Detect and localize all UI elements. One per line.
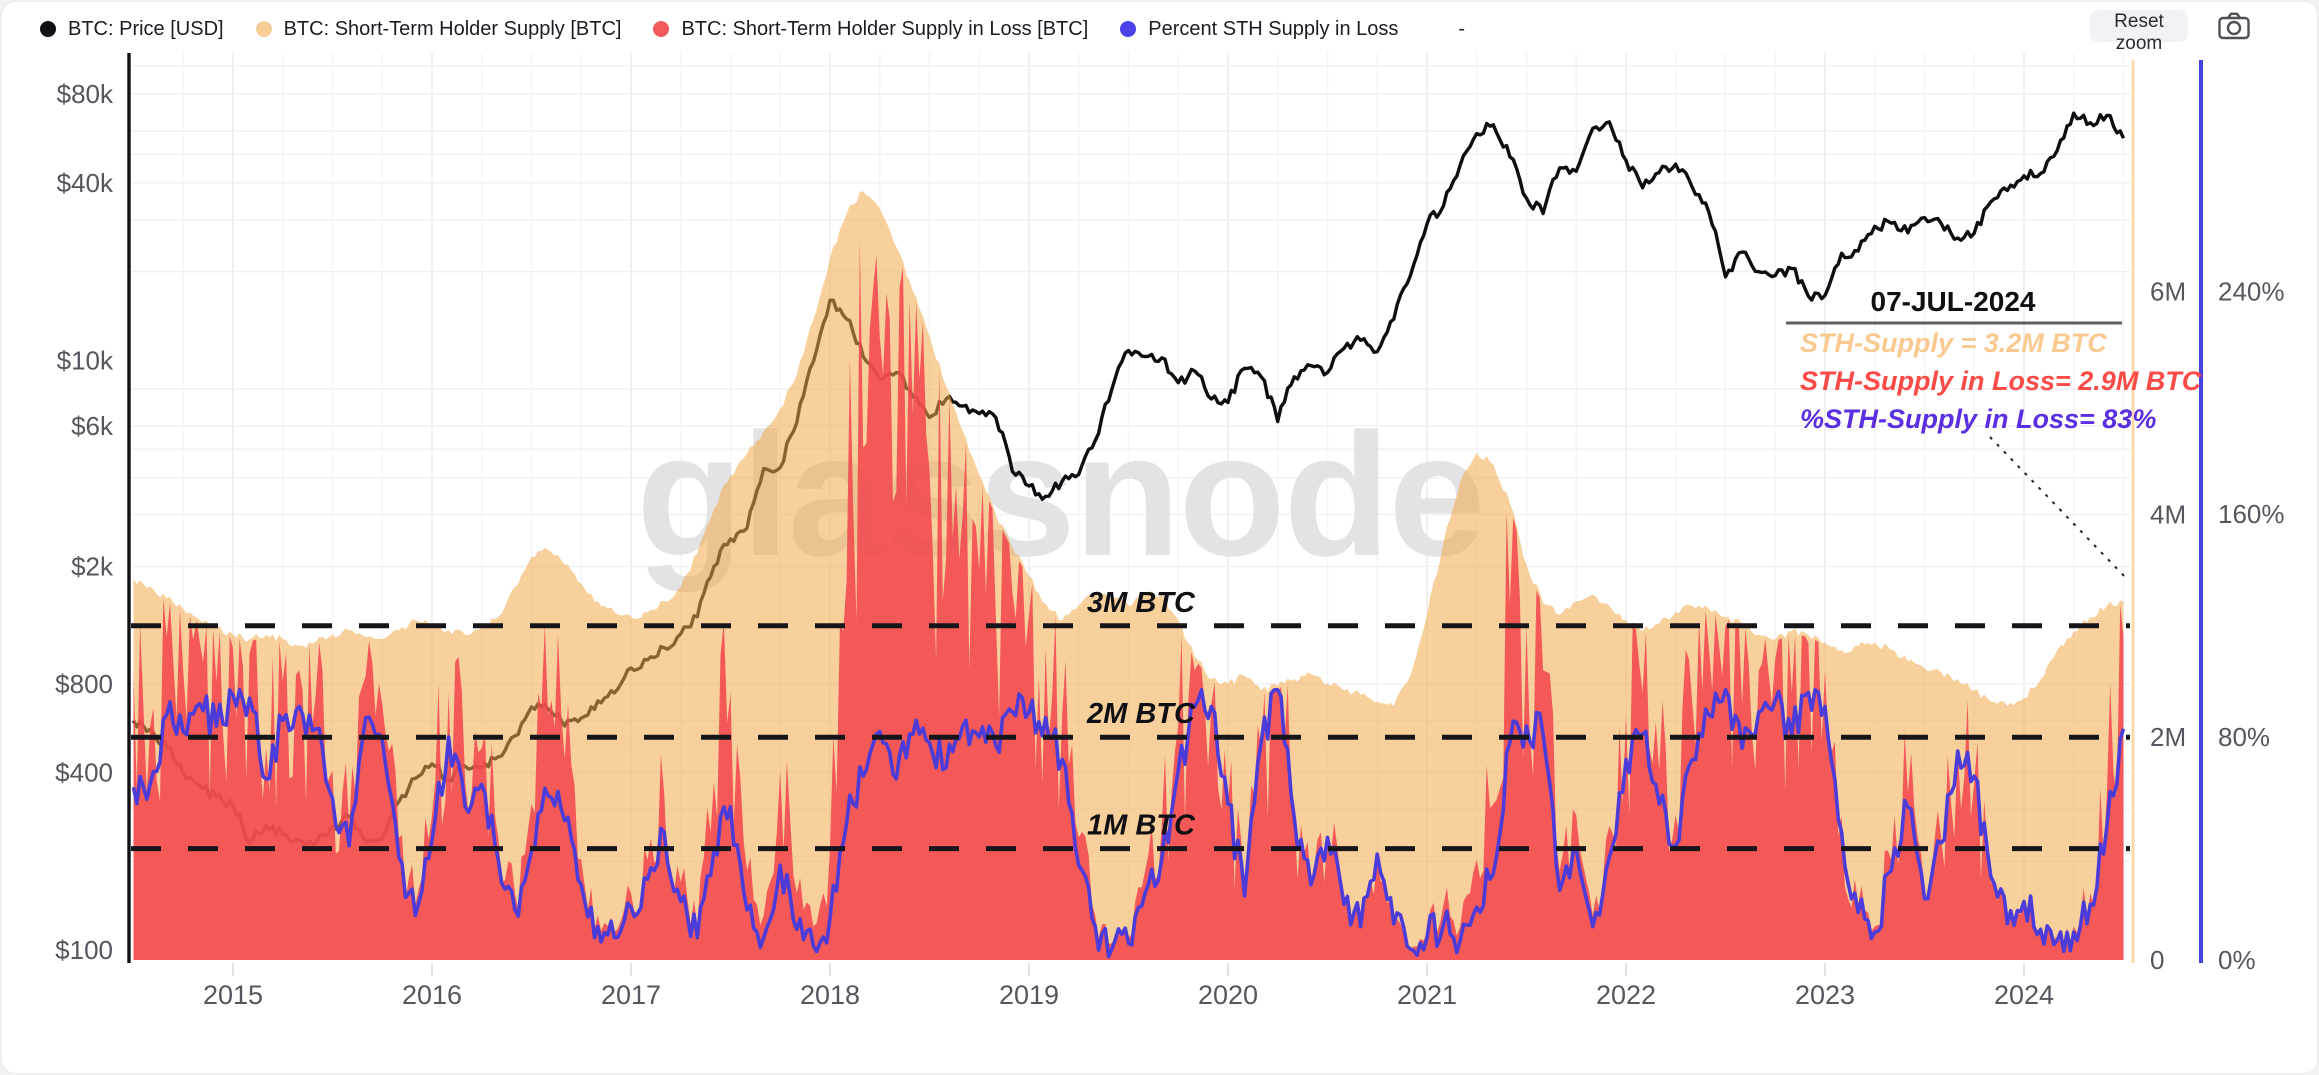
reset-zoom-button[interactable]: Reset zoom — [2090, 10, 2188, 54]
legend-dot-icon — [255, 21, 272, 37]
price-tick-label: $6k — [71, 411, 114, 441]
ref-line-label: 2M BTC — [1086, 698, 1196, 730]
annotation-pointer-line — [1989, 436, 2127, 579]
year-tick-label: 2021 — [1397, 980, 1457, 1010]
price-tick-label: $40k — [57, 168, 114, 198]
legend-dot-icon — [1120, 21, 1137, 37]
camera-export-button[interactable] — [2216, 11, 2252, 43]
price-tick-label: $800 — [55, 669, 113, 699]
legend-item-2[interactable]: BTC: Short-Term Holder Supply in Loss [B… — [653, 18, 1088, 41]
annotation-line-2: %STH-Supply in Loss= 83% — [1800, 404, 2156, 434]
legend-item-0[interactable]: BTC: Price [USD] — [40, 18, 224, 41]
legend-item-label: BTC: Short-Term Holder Supply in Loss [B… — [681, 17, 1089, 40]
year-tick-label: 2020 — [1198, 980, 1258, 1010]
legend-item-label: BTC: Price [USD] — [68, 17, 224, 40]
annotation-line-0: STH-Supply = 3.2M BTC — [1800, 328, 2107, 358]
legend-item-label: Percent STH Supply in Loss — [1148, 17, 1399, 40]
supply-tick-label: 2M — [2150, 722, 2186, 752]
year-tick-label: 2015 — [203, 980, 263, 1010]
legend-dot-icon — [653, 21, 670, 37]
supply-tick-label: 4M — [2150, 499, 2186, 529]
year-tick-label: 2018 — [800, 980, 860, 1010]
percent-tick-label: 0% — [2218, 945, 2256, 975]
year-tick-label: 2022 — [1596, 980, 1656, 1010]
legend-dot-icon — [40, 21, 56, 37]
legend-item-label: BTC: Short-Term Holder Supply [BTC] — [283, 17, 622, 40]
percent-tick-label: 240% — [2218, 276, 2285, 306]
ref-line-label: 1M BTC — [1087, 810, 1196, 842]
legend-item-1[interactable]: BTC: Short-Term Holder Supply [BTC] — [255, 17, 622, 41]
price-tick-label: $100 — [55, 935, 113, 965]
sth-supply-loss-area — [133, 241, 2124, 960]
year-tick-label: 2017 — [601, 980, 661, 1010]
camera-icon — [2218, 12, 2250, 40]
annotation-line-1: STH-Supply in Loss= 2.9M BTC — [1800, 366, 2202, 396]
year-tick-label: 2023 — [1795, 980, 1855, 1010]
annotation-date: 07-JUL-2024 — [1871, 286, 2036, 317]
ref-line-label: 3M BTC — [1087, 587, 1196, 619]
percent-tick-label: 160% — [2218, 499, 2285, 529]
supply-tick-label: 6M — [2150, 277, 2186, 307]
legend-item-3[interactable]: Percent STH Supply in Loss — [1120, 18, 1398, 41]
price-tick-label: $80k — [57, 79, 114, 109]
price-tick-label: $10k — [57, 345, 114, 375]
price-tick-label: $2k — [71, 551, 114, 581]
year-tick-label: 2016 — [402, 980, 462, 1010]
year-tick-label: 2024 — [1994, 980, 2054, 1010]
year-tick-label: 2019 — [999, 980, 1059, 1010]
chart-legend: BTC: Price [USD] BTC: Short-Term Holder S… — [40, 12, 1465, 46]
price-tick-label: $400 — [55, 758, 113, 788]
pct-sth-loss-line — [131, 688, 2126, 959]
supply-tick-label: 0 — [2150, 945, 2164, 975]
legend-separator: - — [1458, 17, 1466, 40]
percent-tick-label: 80% — [2218, 722, 2270, 752]
